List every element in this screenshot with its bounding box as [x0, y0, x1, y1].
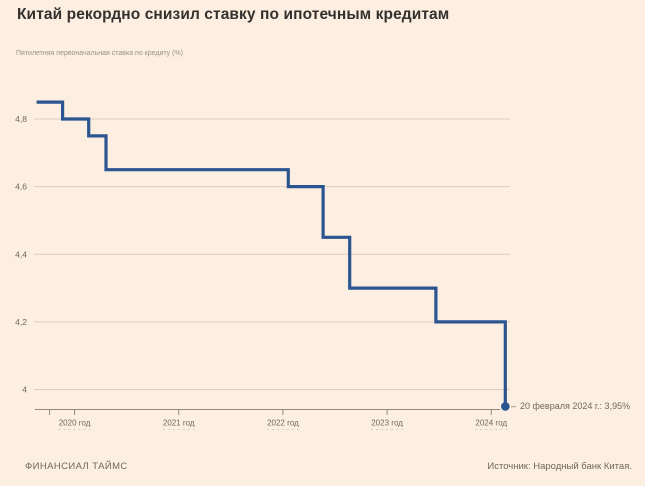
x-axis-tick-label: 2021 год	[163, 419, 195, 428]
x-axis-tick-label: 2024 год	[475, 419, 507, 428]
x-axis-tick-label: 2023 год	[371, 419, 403, 428]
x-axis-tick-label: 2022 год	[267, 419, 299, 428]
y-axis-tick-label: 4,4	[15, 249, 27, 259]
brand-name: ФИНАНСИАЛ ТАЙМС	[25, 461, 128, 472]
chart-title: Китай рекордно снизил ставку по ипотечны…	[17, 6, 450, 23]
chart-subtitle: Пятилетняя первоначальная ставка по кред…	[16, 50, 183, 57]
end-point-annotation: –20 февраля 2024 г.: 3,95%	[511, 401, 630, 411]
x-axis-tick-label: 2020 год	[59, 419, 91, 428]
step-line-chart: 4,8 4,6 4,4 4,2 4 2020 год 2021 год 2022 год 202…	[15, 100, 510, 430]
source-credit: Источник: Народный банк Китая.	[487, 461, 632, 472]
y-axis-tick-label: 4,8	[15, 114, 27, 124]
annotation-leader-dash: –	[511, 401, 517, 411]
y-axis-tick-label: 4	[22, 385, 27, 395]
footer: ФИНАНСИАЛ ТАЙМС Источник: Народный банк …	[0, 461, 645, 472]
rate-step-line	[36, 100, 507, 407]
end-point-marker	[501, 402, 510, 411]
y-axis-tick-label: 4,2	[15, 317, 27, 327]
y-axis-tick-label: 4,6	[15, 182, 27, 192]
annotation-label: 20 февраля 2024 г.: 3,95%	[520, 401, 631, 411]
